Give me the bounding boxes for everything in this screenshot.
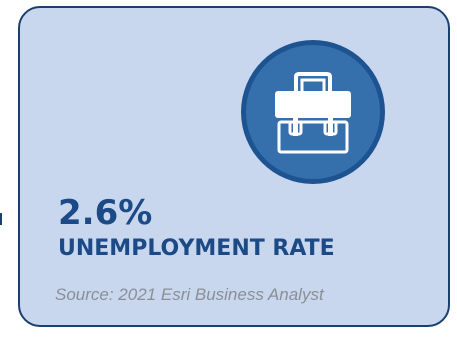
briefcase-icon (246, 45, 380, 179)
source-note: Source: 2021 Esri Business Analyst (55, 285, 324, 304)
left-edge-accent (0, 213, 2, 225)
stat-label: UNEMPLOYMENT RATE (58, 236, 335, 261)
stat-card: 2.6% UNEMPLOYMENT RATE Source: 2021 Esri… (18, 6, 450, 327)
stat-value: 2.6% (58, 193, 153, 233)
